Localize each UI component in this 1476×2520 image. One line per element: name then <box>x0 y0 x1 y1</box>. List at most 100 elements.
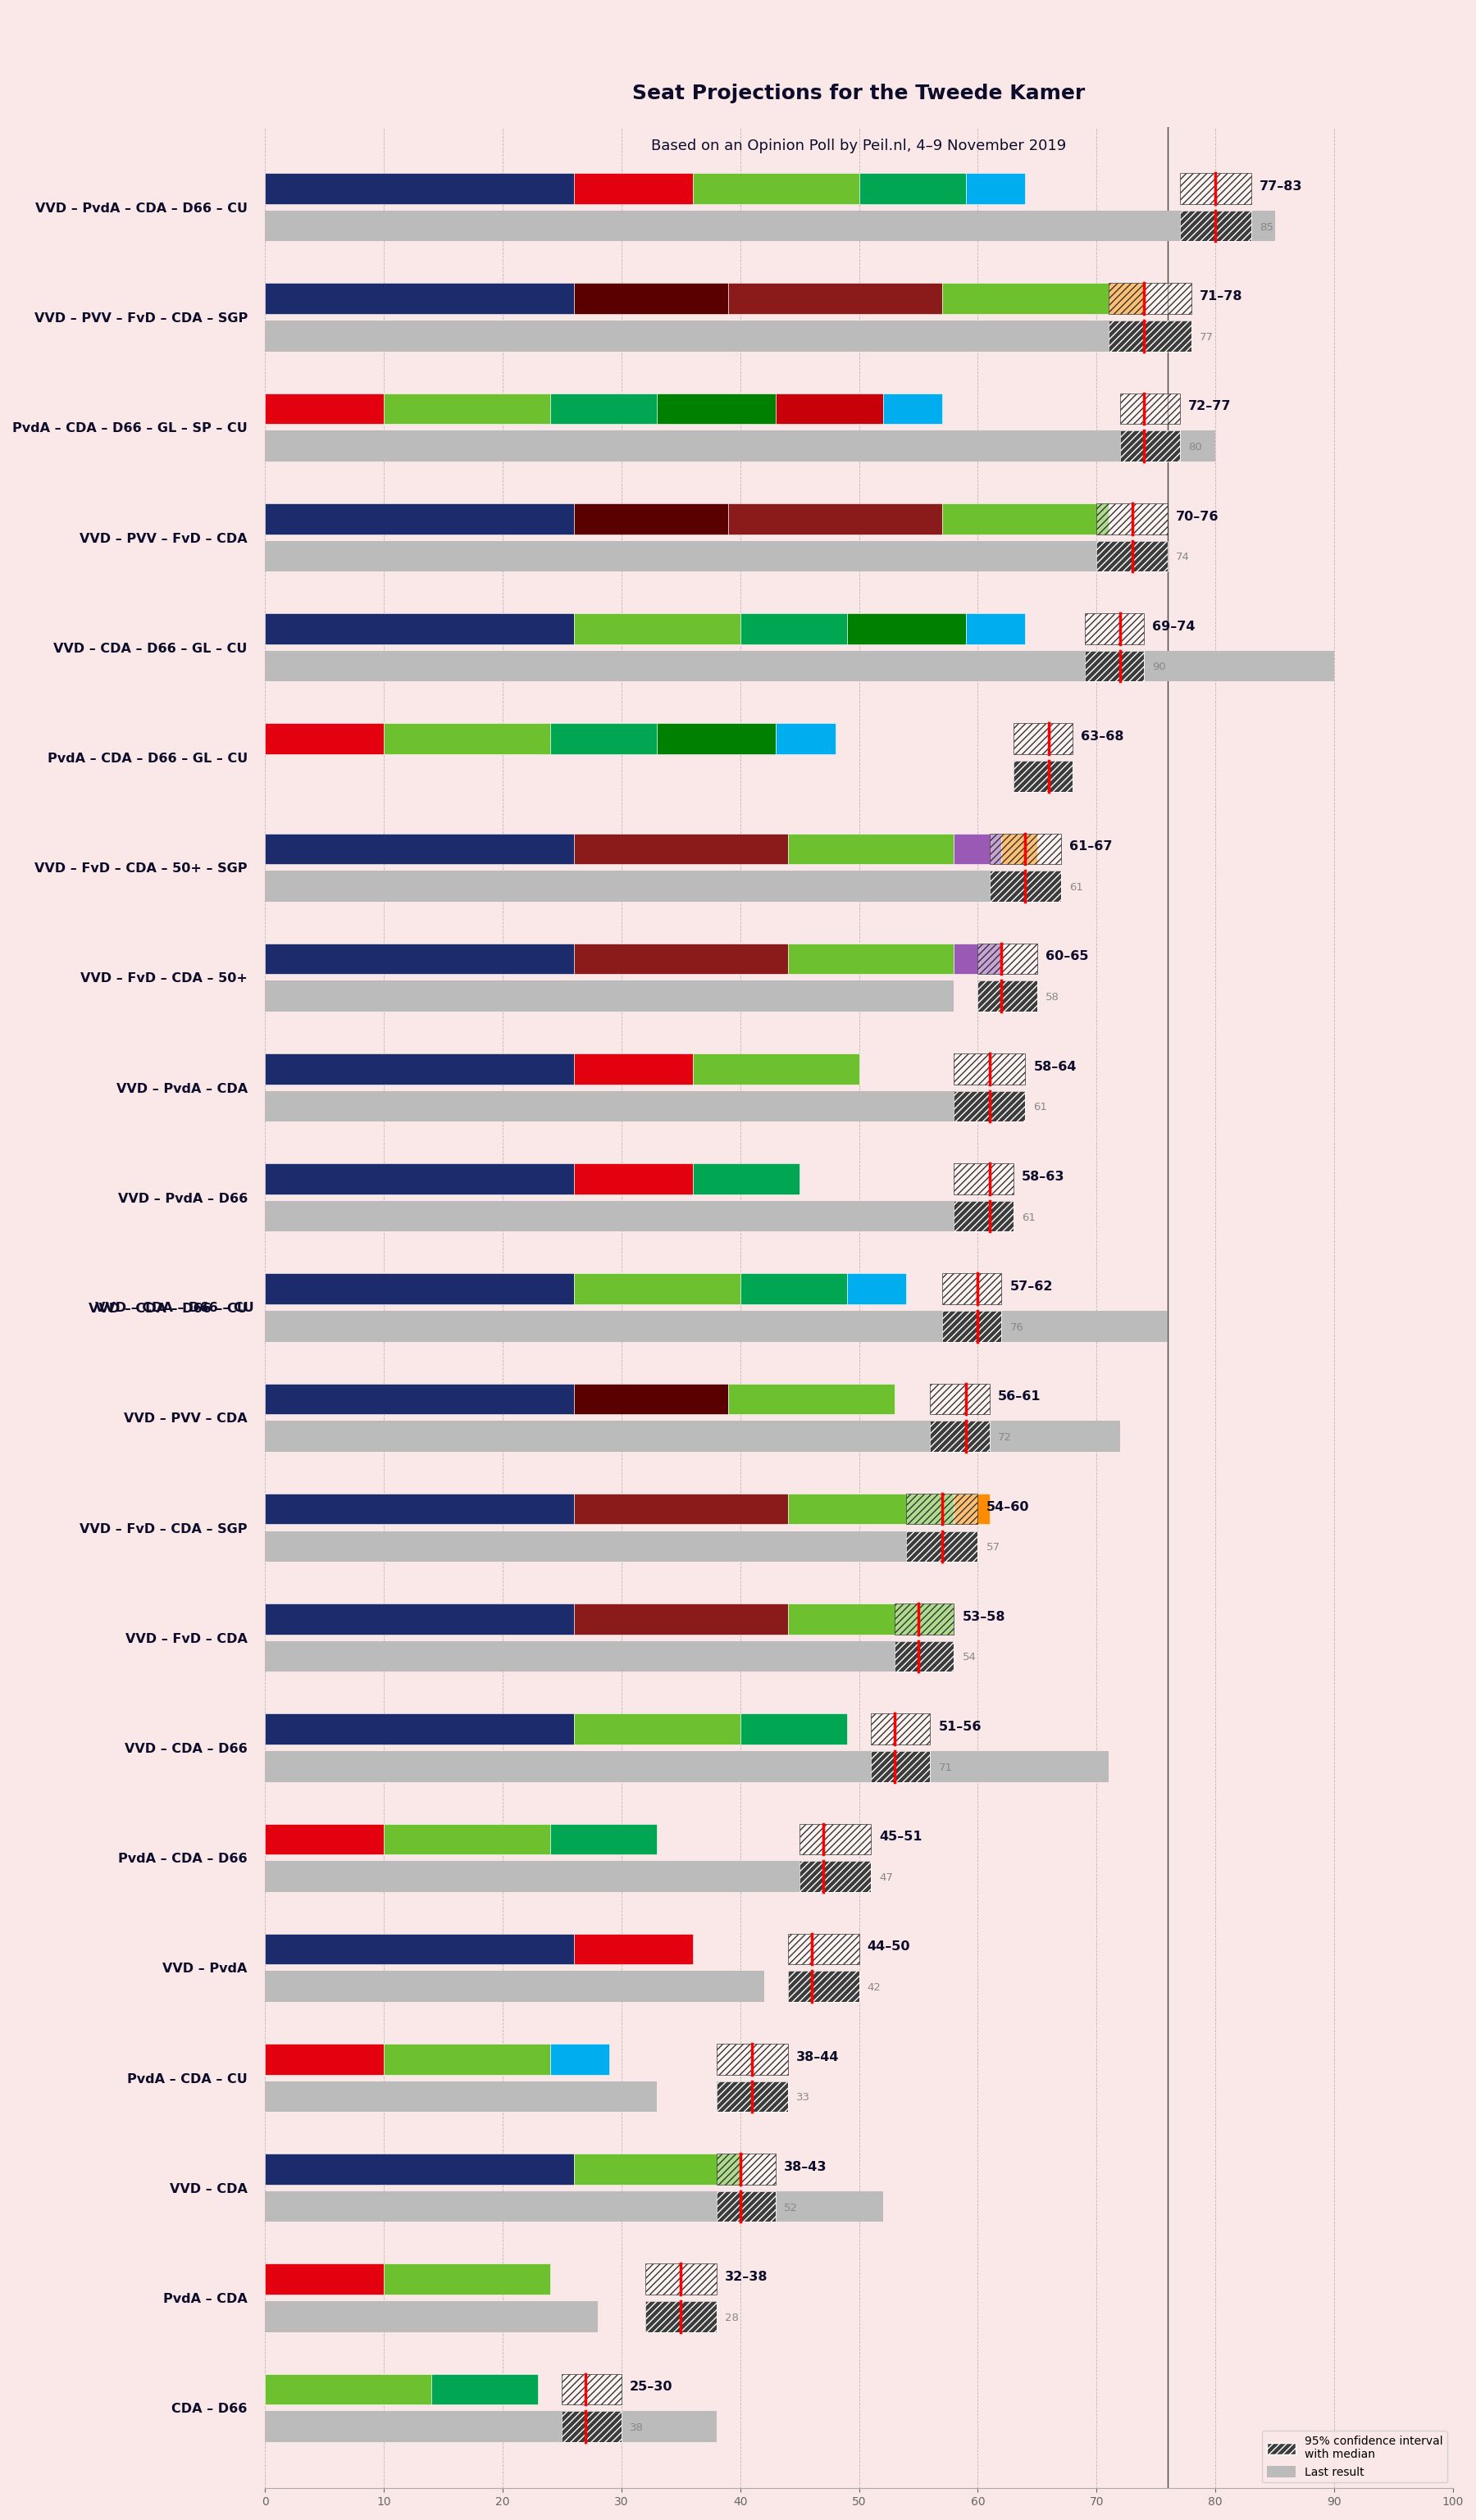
Bar <box>739 1714 847 1744</box>
Bar <box>692 174 859 204</box>
Bar <box>776 723 835 753</box>
Bar <box>1002 834 1038 864</box>
Text: 61: 61 <box>1069 882 1083 892</box>
Bar <box>562 2374 621 2404</box>
Bar <box>953 1053 1026 1084</box>
Bar <box>266 942 574 975</box>
Bar <box>562 2412 621 2442</box>
Bar <box>965 612 1026 645</box>
Bar <box>894 1603 953 1635</box>
Bar <box>1085 650 1144 680</box>
Bar <box>942 1273 1002 1305</box>
Text: 33: 33 <box>796 2092 810 2104</box>
Bar <box>716 2155 776 2185</box>
Bar <box>977 942 1038 975</box>
Bar <box>1179 212 1252 242</box>
Text: 63–68: 63–68 <box>1080 731 1125 743</box>
Text: 76: 76 <box>1010 1323 1024 1333</box>
Text: 57: 57 <box>986 1542 1001 1552</box>
Bar <box>942 282 1108 315</box>
Bar <box>574 1714 739 1744</box>
Text: 58–63: 58–63 <box>1021 1169 1064 1182</box>
Bar <box>266 1824 384 1855</box>
Bar <box>266 2263 384 2296</box>
Bar <box>800 1824 871 1855</box>
Bar <box>266 1273 574 1305</box>
Bar <box>266 504 574 534</box>
Bar <box>739 1273 847 1305</box>
Text: 85: 85 <box>1259 222 1274 232</box>
Text: 71: 71 <box>939 1761 952 1774</box>
Bar <box>266 320 1179 350</box>
Bar <box>894 1641 953 1671</box>
Bar <box>574 942 788 975</box>
Bar <box>574 2155 739 2185</box>
Bar <box>384 2263 551 2296</box>
Bar <box>266 1053 574 1084</box>
Bar <box>266 2082 657 2112</box>
Text: 42: 42 <box>868 1983 881 1993</box>
Text: 61–67: 61–67 <box>1069 842 1113 852</box>
Bar <box>871 1714 930 1744</box>
Bar <box>788 1603 953 1635</box>
Bar <box>716 2082 788 2112</box>
Bar <box>847 1273 906 1305</box>
Bar <box>266 1164 574 1194</box>
Bar <box>1097 542 1168 572</box>
Bar <box>871 1751 930 1782</box>
Bar <box>1014 761 1073 791</box>
Text: 61: 61 <box>1021 1212 1036 1222</box>
Bar <box>1085 650 1144 680</box>
Bar <box>906 1494 977 1525</box>
Bar <box>266 1641 906 1671</box>
Bar <box>562 2412 621 2442</box>
Bar <box>266 542 1144 572</box>
Bar <box>1085 612 1144 645</box>
Bar <box>871 1714 930 1744</box>
Bar <box>776 393 883 423</box>
Bar <box>800 1824 871 1855</box>
Bar <box>551 1824 657 1855</box>
Bar <box>266 612 574 645</box>
Bar <box>859 174 965 204</box>
Bar <box>266 1603 574 1635</box>
Bar <box>574 612 739 645</box>
Bar <box>871 1751 930 1782</box>
Bar <box>645 2301 716 2331</box>
Bar <box>266 2301 598 2331</box>
Bar <box>953 1164 1014 1194</box>
Bar <box>266 1971 765 2001</box>
Text: 72: 72 <box>998 1431 1013 1444</box>
Text: VVD – CDA – D66 – CU: VVD – CDA – D66 – CU <box>94 1300 254 1313</box>
Bar <box>266 212 1275 242</box>
Bar <box>266 282 574 315</box>
Bar <box>1097 542 1168 572</box>
Text: 47: 47 <box>880 1872 893 1882</box>
Text: 51–56: 51–56 <box>939 1721 982 1734</box>
Bar <box>266 174 574 204</box>
Bar <box>930 1383 989 1414</box>
Bar <box>942 504 1108 534</box>
Bar <box>1179 174 1252 204</box>
Bar <box>1097 504 1168 534</box>
Bar <box>645 2263 716 2296</box>
Bar <box>266 2155 574 2185</box>
Bar <box>1179 212 1252 242</box>
Bar <box>953 834 1002 864</box>
Text: 90: 90 <box>1153 663 1166 673</box>
Bar <box>1085 612 1144 645</box>
Bar <box>965 174 1026 204</box>
Bar <box>266 1202 989 1232</box>
Text: 71–78: 71–78 <box>1200 290 1243 302</box>
Bar <box>728 1383 894 1414</box>
Text: 25–30: 25–30 <box>630 2381 673 2394</box>
Bar <box>977 980 1038 1011</box>
Text: 80: 80 <box>1188 441 1201 454</box>
Bar <box>906 1532 977 1562</box>
Bar <box>266 1310 1168 1341</box>
Bar <box>788 834 953 864</box>
Bar <box>989 834 1061 864</box>
Bar <box>989 834 1061 864</box>
Bar <box>266 2374 431 2404</box>
Bar <box>1097 504 1168 534</box>
